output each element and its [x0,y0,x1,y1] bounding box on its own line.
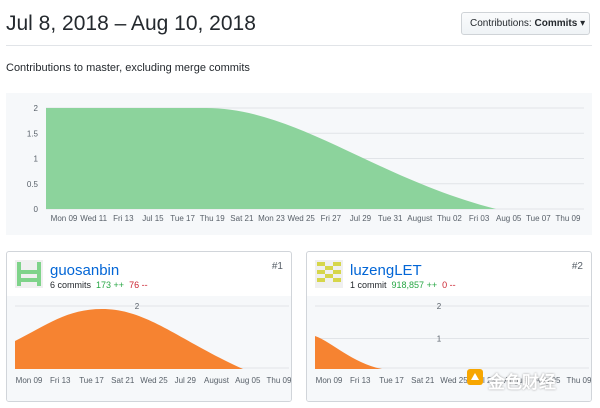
rank-badge: #2 [571,261,583,272]
x-tick-label: Fri 27 [321,214,342,223]
dropdown-prefix: Contributions: [470,18,535,29]
x-tick-label: Tue 31 [378,214,403,223]
y-tick-label: 2 [437,302,442,311]
x-tick-label: Thu 09 [567,376,592,385]
dropdown-value: Commits [534,18,578,29]
x-tick-label: Sat 21 [230,214,254,223]
chevron-down-icon: ▾ [580,18,586,29]
x-tick-label: Wed 25 [287,214,315,223]
x-tick-label: Mon 23 [258,214,285,223]
x-tick-label: Wed 25 [140,376,168,385]
x-tick-label: Thu 02 [437,214,462,223]
x-tick-label: Mon 09 [51,214,78,223]
x-tick-label: Wed 11 [80,214,107,223]
additions: 173 ++ [96,280,125,290]
x-tick-label: Mon 09 [16,376,43,385]
contributor-name-link[interactable]: luzengLET [350,262,422,279]
commit-count: 6 commits [50,280,92,290]
page-title: Jul 8, 2018 – Aug 10, 2018 [6,12,256,35]
x-tick-label: Fri 13 [350,376,371,385]
subtitle: Contributions to master, excluding merge… [6,62,250,74]
additions: 918,857 ++ [391,280,438,290]
x-tick-label: Jul 29 [350,214,372,223]
y-tick-label: 0 [34,205,39,214]
x-tick-label: Tue 17 [170,214,195,223]
x-tick-label: Fri 03 [469,214,490,223]
commit-count: 1 commit [350,280,387,290]
x-tick-label: Tue 17 [379,376,404,385]
x-tick-label: Aug 05 [535,376,561,385]
watermark-logo-icon [467,369,483,385]
contributor-card-guosanbin: guosanbin 6 commits 173 ++ 76 -- #1 2 Mo… [6,251,292,402]
contributor-stats: 1 commit 918,857 ++ 0 -- [350,280,456,290]
contributor-stats: 6 commits 173 ++ 76 -- [50,280,148,290]
contributor-commits-area [15,309,243,369]
x-tick-label: Wed 25 [440,376,468,385]
x-tick-label: Jul 29 [175,376,197,385]
x-tick-label: Fri 13 [113,214,134,223]
commits-area [46,108,496,209]
contributor-chart: 2 Mon 09 Fri 13 Tue 17 Sat 21 Wed 25 Jul 29 Au… [7,296,292,401]
x-tick-label: Fri 13 [50,376,71,385]
x-tick-label: Mon 09 [316,376,343,385]
x-tick-label: Aug 05 [496,214,522,223]
contributor-card-luzenglet: luzengLET 1 commit 918,857 ++ 0 -- #2 2 1… [306,251,592,402]
x-tick-label: Jul 29 [475,376,497,385]
contributor-chart: 2 1 Mon 09 Fri 13 Tue 17 Sat 21 Wed 25 Jul 29 A… [307,296,592,401]
y-tick-label: 1.5 [27,129,39,138]
y-tick-label: 2 [34,104,39,113]
contributions-dropdown[interactable]: Contributions: Commits ▾ [461,12,590,35]
deletions: 0 -- [442,280,456,290]
x-tick-label: August [204,376,230,385]
main-chart-svg: 2 1.5 1 0.5 0 Mon 09 Wed 11 Fri 13 Jul 15 Tue 17… [27,104,584,223]
x-tick-label: Jul 15 [142,214,164,223]
contributor-name-link[interactable]: guosanbin [50,262,120,279]
x-tick-label: Thu 09 [556,214,581,223]
y-tick-label: 0.5 [27,180,39,189]
x-tick-label: Sat 21 [111,376,135,385]
x-tick-label: August [504,376,530,385]
x-tick-label: August [407,214,433,223]
y-tick-label: 2 [135,302,140,311]
y-tick-label: 1 [34,155,39,164]
y-tick-label: 1 [437,335,442,344]
deletions: 76 -- [129,280,148,290]
x-tick-label: Tue 07 [526,214,551,223]
contributor-commits-area [315,336,382,369]
divider [6,45,592,46]
x-tick-label: Tue 17 [79,376,104,385]
watermark-text: 金色财经 [488,373,556,392]
main-chart[interactable]: 2 1.5 1 0.5 0 Mon 09 Wed 11 Fri 13 Jul 15 Tue 17… [6,93,592,235]
x-tick-label: Aug 05 [235,376,261,385]
avatar[interactable] [15,260,43,288]
rank-badge: #1 [271,261,283,272]
avatar[interactable] [315,260,343,288]
x-tick-label: Thu 19 [200,214,225,223]
x-tick-label: Thu 09 [267,376,292,385]
x-tick-label: Sat 21 [411,376,435,385]
